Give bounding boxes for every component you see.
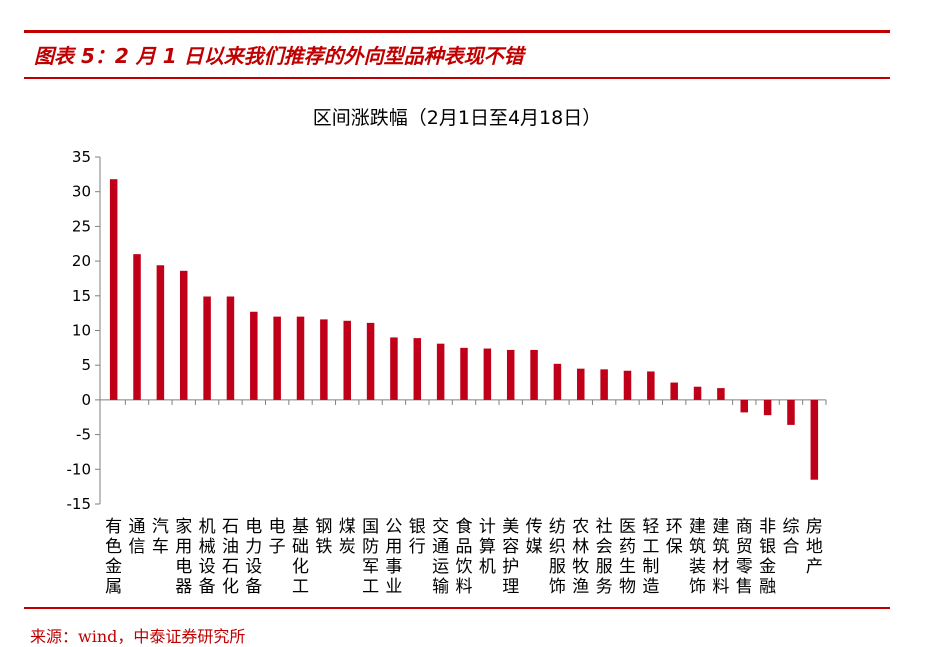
top-rule [24,30,890,33]
bar-chart: 区间涨跌幅（2月1日至4月18日） 35 30 25 20 15 10 5 0 -5 -10 -15… [67,107,827,597]
bar [460,347,468,400]
x-category-label: 轻工制造 [642,517,659,597]
y-tick-label: 0 [81,391,91,409]
x-category-label: 银行 [409,517,426,557]
bar [810,399,819,480]
x-category-label: 非银金融 [759,517,776,597]
x-category-label: 电力设备 [245,517,262,597]
x-category-label: 汽车 [152,517,169,557]
x-category-label: 基础化工 [292,517,309,597]
x-category-label: 美容护理 [502,517,519,597]
x-category-label: 环保 [666,517,683,557]
bar [577,368,585,400]
bar [600,369,608,400]
x-category-label: 机械设备 [199,517,216,597]
bottom-rule [24,607,890,609]
y-tick-label: 30 [72,183,91,201]
bar [693,386,702,400]
y-tick-label: -15 [67,495,92,513]
x-category-label: 有色金属 [105,517,122,597]
bar [740,399,749,413]
x-category-label: 建筑材料 [712,517,729,597]
bar [530,349,538,400]
x-category-label: 农林牧渔 [572,517,589,597]
x-category-label: 通信 [129,517,146,557]
x-category-label: 家用电器 [175,517,192,597]
bar [179,270,188,400]
x-category-label: 综合 [782,517,799,557]
bar [343,320,351,400]
y-tick-label: 10 [72,322,91,340]
bar [647,371,655,400]
x-category-label: 商贸零售 [736,517,753,597]
y-tick-label: 25 [72,217,91,235]
bar [250,311,258,400]
x-category-label: 电子 [269,517,286,557]
bar [506,349,515,400]
bar [366,322,375,400]
x-category-label: 公用事业 [385,517,402,597]
x-category-label: 纺织服饰 [549,517,566,597]
x-category-label: 交通运输 [432,517,449,597]
x-category-label: 房地产 [806,517,823,577]
bar [133,254,141,400]
bar [203,296,211,400]
x-category-label: 社会服务 [596,517,613,597]
chart-title: 区间涨跌幅（2月1日至4月18日） [313,107,601,129]
x-category-label: 传媒 [526,517,543,557]
bar [763,399,772,416]
title-rule [24,77,890,79]
bar [623,370,632,400]
bar [390,337,398,400]
bar [436,343,445,400]
bar [296,316,305,400]
x-category-label: 国防军工 [362,517,379,597]
y-tick-label: 20 [72,252,91,270]
x-category-label: 石油石化 [222,517,239,597]
x-category-label: 计算机 [479,517,496,577]
bar [670,382,678,400]
bar [483,348,492,400]
bar [109,179,118,400]
bar [553,363,562,400]
bar [787,399,795,425]
bar [273,316,281,400]
x-category-label: 建筑装饰 [689,517,706,597]
bar [413,338,422,400]
bar [156,265,165,400]
x-category-label: 医药生物 [619,517,636,597]
y-tick-label: -5 [76,426,91,444]
bar [226,296,235,400]
bar [320,319,328,400]
x-category-label: 煤炭 [339,517,356,557]
source-note: 来源：wind，中泰证券研究所 [30,627,246,646]
y-tick-label: 35 [72,148,91,166]
figure-title: 图表 5：2 月 1 日以来我们推荐的外向型品种表现不错 [34,44,524,68]
y-tick-label: -10 [67,460,92,478]
y-tick-label: 5 [81,356,91,374]
x-category-label: 钢铁 [315,517,332,557]
y-tick-label: 15 [72,287,91,305]
bar [717,388,725,400]
x-category-label: 食品饮料 [456,517,473,597]
